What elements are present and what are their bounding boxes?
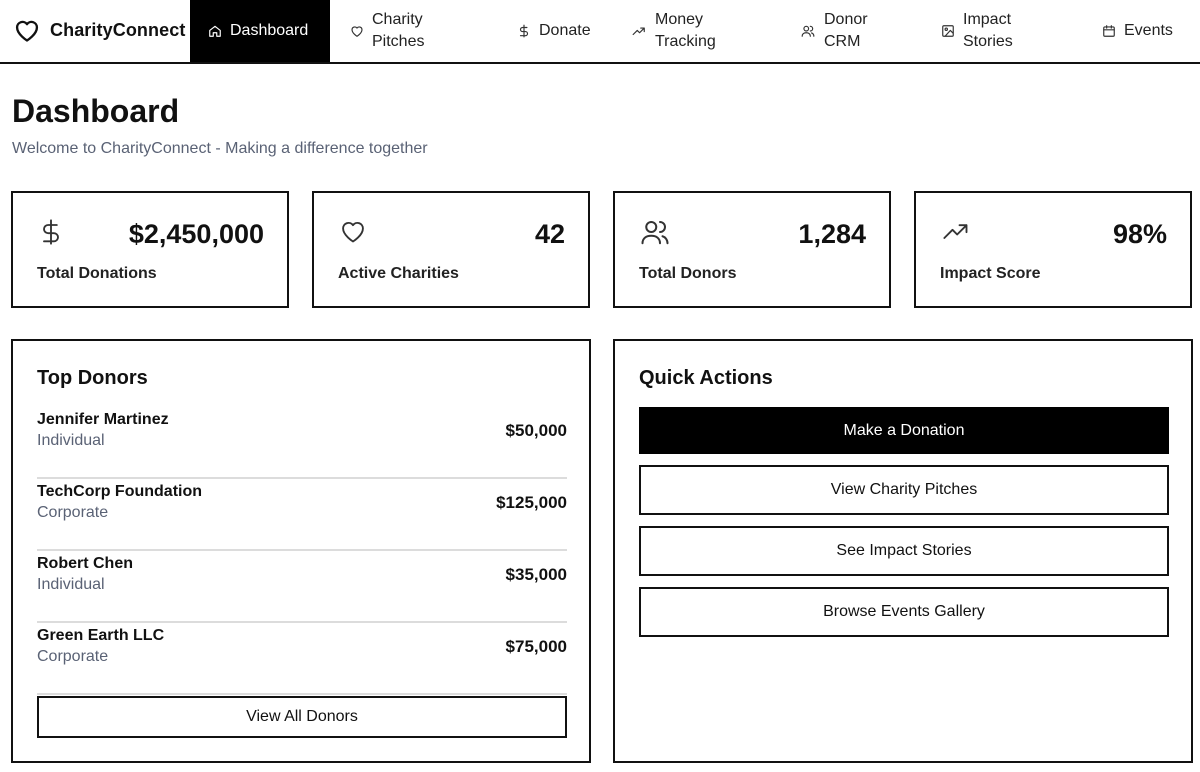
- image-icon: [941, 24, 955, 38]
- top-donors-panel: Top Donors Jennifer Martinez Individual …: [11, 339, 591, 763]
- list-item[interactable]: Jennifer Martinez Individual $50,000: [37, 407, 567, 479]
- stat-value: 42: [534, 219, 565, 249]
- top-navigation: CharityConnect Dashboard Charity Pitches…: [0, 0, 1200, 64]
- stat-value: 1,284: [798, 219, 866, 249]
- donor-amount: $50,000: [505, 421, 567, 440]
- nav-item-donate[interactable]: Donate: [517, 0, 607, 62]
- nav-item-dashboard[interactable]: Dashboard: [190, 0, 330, 62]
- donor-type: Corporate: [37, 504, 109, 521]
- list-item[interactable]: TechCorp Foundation Corporate $125,000: [37, 479, 567, 551]
- users-icon: [639, 217, 671, 252]
- donor-type: Corporate: [37, 648, 109, 665]
- stat-label: Total Donations: [37, 265, 157, 282]
- page-title: Dashboard: [12, 93, 180, 129]
- nav-item-impact-stories[interactable]: Impact Stories: [941, 0, 1041, 62]
- see-impact-stories-button[interactable]: See Impact Stories: [639, 526, 1169, 576]
- stat-card-impact-score: 98% Impact Score: [914, 191, 1192, 308]
- stat-label: Total Donors: [639, 265, 737, 282]
- stat-value: $2,450,000: [128, 219, 264, 249]
- trending-up-icon: [940, 217, 972, 250]
- users-icon: [800, 24, 816, 38]
- brand-name: CharityConnect: [50, 19, 186, 40]
- stat-label: Active Charities: [338, 265, 459, 282]
- donor-type: Individual: [37, 432, 105, 449]
- brand-logo[interactable]: CharityConnect: [12, 16, 185, 44]
- nav-item-label: Dashboard: [230, 22, 309, 39]
- view-charity-pitches-button[interactable]: View Charity Pitches: [639, 465, 1169, 515]
- panel-title: Quick Actions: [639, 367, 773, 389]
- nav-item-donor-crm[interactable]: Donor CRM: [800, 0, 890, 62]
- make-donation-button[interactable]: Make a Donation: [639, 407, 1169, 454]
- heart-icon: [338, 217, 368, 250]
- donor-type: Individual: [37, 576, 105, 593]
- heart-icon: [350, 24, 364, 38]
- nav-item-label: Donor CRM: [824, 11, 868, 50]
- panel-title: Top Donors: [37, 367, 148, 389]
- browse-events-gallery-button[interactable]: Browse Events Gallery: [639, 587, 1169, 637]
- calendar-icon: [1102, 24, 1116, 38]
- donor-name: Robert Chen: [37, 555, 133, 572]
- quick-actions-panel: Quick Actions Make a Donation View Chari…: [613, 339, 1193, 763]
- list-item[interactable]: Green Earth LLC Corporate $75,000: [37, 623, 567, 695]
- dollar-icon: [37, 217, 65, 252]
- nav-item-charity-pitches[interactable]: Charity Pitches: [350, 0, 460, 62]
- donor-name: TechCorp Foundation: [37, 483, 203, 500]
- stat-card-active-charities: 42 Active Charities: [312, 191, 590, 308]
- nav-item-events[interactable]: Events: [1102, 0, 1192, 62]
- home-icon: [208, 24, 222, 38]
- nav-item-label: Charity Pitches: [372, 11, 425, 50]
- donor-amount: $125,000: [496, 493, 567, 512]
- view-all-donors-button[interactable]: View All Donors: [37, 696, 567, 738]
- donor-list: Jennifer Martinez Individual $50,000 Tec…: [37, 407, 567, 695]
- nav-item-label: Events: [1124, 22, 1173, 39]
- list-item[interactable]: Robert Chen Individual $35,000: [37, 551, 567, 623]
- dollar-icon: [517, 24, 531, 38]
- page-subtitle: Welcome to CharityConnect - Making a dif…: [12, 140, 428, 157]
- donor-name: Green Earth LLC: [37, 627, 165, 644]
- stat-value: 98%: [1112, 219, 1167, 249]
- donor-amount: $35,000: [505, 565, 567, 584]
- nav-item-label: Donate: [539, 22, 591, 39]
- nav-item-label: Money Tracking: [655, 11, 716, 50]
- stat-card-total-donations: $2,450,000 Total Donations: [11, 191, 289, 308]
- stat-card-total-donors: 1,284 Total Donors: [613, 191, 891, 308]
- stat-label: Impact Score: [940, 265, 1041, 282]
- donor-amount: $75,000: [505, 637, 567, 656]
- trending-up-icon: [631, 24, 647, 38]
- heart-logo-icon: [12, 16, 42, 44]
- nav-item-label: Impact Stories: [963, 11, 1013, 50]
- donor-name: Jennifer Martinez: [37, 411, 169, 428]
- nav-item-money-tracking[interactable]: Money Tracking: [631, 0, 741, 62]
